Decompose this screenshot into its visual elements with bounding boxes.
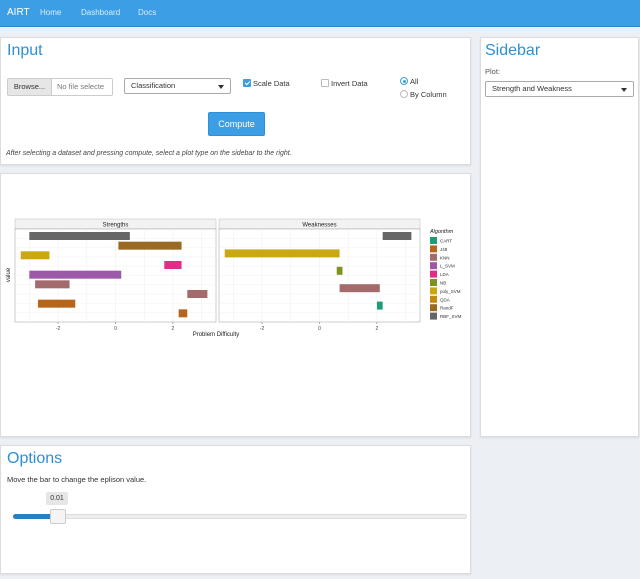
nav-docs[interactable]: Docs: [138, 8, 157, 17]
bar-strengths-lda: [164, 261, 182, 269]
legend-label-qda: QDA: [440, 297, 450, 302]
scale-data-label: Scale Data: [253, 79, 290, 88]
bar-strengths-knn: [35, 280, 70, 289]
legend-label-lda: LDA: [440, 272, 449, 277]
bar-weaknesses-knn: [339, 284, 380, 293]
options-title: Options: [7, 450, 63, 467]
instruction-note: After selecting a dataset and pressing c…: [6, 150, 292, 157]
bar-weaknesses-rbf_svm: [382, 232, 412, 240]
input-title: Input: [7, 42, 43, 59]
options-description: Move the bar to change the eplison value…: [7, 475, 147, 484]
plot-type-select[interactable]: Strength and Weakness: [485, 81, 634, 97]
sidebar-panel: [480, 37, 639, 437]
problem-type-select[interactable]: Classification: [124, 78, 231, 94]
legend-label-j48: J48: [440, 247, 448, 252]
scale-data-checkbox[interactable]: [243, 79, 251, 87]
legend-swatch-randf: [430, 304, 437, 312]
x-tick-label: -2: [56, 326, 61, 332]
legend-swatch-poly_svm: [430, 287, 437, 295]
strength-weakness-chart: Strengths -2 0 2 Weaknesses -2 0 2 Problem Diffi…: [6, 218, 462, 338]
compute-button[interactable]: Compute: [208, 112, 265, 136]
legend-swatch-rbf_svm: [430, 312, 437, 320]
chevron-down-icon: [621, 88, 627, 92]
epsilon-value-bubble: 0.01: [46, 492, 68, 505]
facet-label-strengths: Strengths: [103, 223, 129, 229]
legend-swatch-qda: [430, 295, 437, 303]
bar-strengths-l_svm: [29, 270, 122, 279]
legend-label-rbf_svm: RBF_SVM: [440, 314, 462, 319]
facet-label-weaknesses: Weaknesses: [302, 223, 336, 229]
bar-strengths-j48: [178, 309, 188, 318]
bar-strengths-randf: [118, 241, 182, 250]
chevron-down-icon: [218, 85, 224, 89]
legend-label-poly_svm: poly_SVM: [440, 289, 461, 294]
legend-swatch-nb: [430, 279, 437, 286]
bar-strengths-knn: [187, 290, 208, 298]
x-tick-label: 0: [318, 326, 321, 332]
y-axis-label: value: [6, 267, 12, 282]
invert-data-label: Invert Data: [331, 79, 368, 88]
x-tick-label: -2: [260, 326, 265, 332]
bar-strengths-poly_svm: [20, 251, 50, 260]
x-axis-label: Problem Difficulty: [193, 332, 240, 338]
legend-label-cart: CART: [440, 239, 452, 244]
nav-home[interactable]: Home: [40, 8, 62, 17]
input-panel: [0, 37, 471, 165]
legend-label-nb: NB: [440, 281, 446, 286]
x-tick-label: 0: [114, 326, 117, 332]
epsilon-slider-track[interactable]: [13, 514, 467, 519]
nav-dashboard[interactable]: Dashboard: [81, 8, 121, 17]
legend-swatch-l_svm: [430, 262, 437, 270]
problem-type-value: Classification: [131, 81, 176, 90]
radio-by-column-label: By Column: [410, 90, 447, 99]
radio-all-label: All: [410, 77, 419, 86]
bar-weaknesses-cart: [376, 301, 383, 310]
file-name-field: No file selecte: [57, 82, 105, 91]
legend-title: Algorithm: [429, 229, 454, 235]
plot-type-value: Strength and Weakness: [492, 84, 572, 93]
bar-strengths-rbf_svm: [29, 232, 130, 240]
bar-weaknesses-poly_svm: [224, 249, 340, 258]
bar-strengths-j48: [37, 299, 76, 308]
x-tick-label: 2: [376, 326, 379, 332]
app-brand[interactable]: AIRT: [7, 7, 30, 18]
options-panel: [0, 445, 471, 574]
invert-data-checkbox[interactable]: [321, 79, 329, 87]
epsilon-slider-fill: [13, 514, 57, 519]
plot-label: Plot:: [485, 67, 501, 76]
legend-swatch-lda: [430, 270, 437, 278]
epsilon-slider-handle[interactable]: [50, 509, 66, 524]
radio-by-column[interactable]: [400, 90, 408, 98]
legend-label-l_svm: L_SVM: [440, 264, 455, 269]
navbar: AIRT Home Dashboard Docs: [0, 0, 640, 27]
radio-all[interactable]: [400, 77, 408, 85]
legend-swatch-j48: [430, 245, 437, 253]
legend-swatch-cart: [430, 237, 437, 244]
x-tick-label: 2: [172, 326, 175, 332]
sidebar-title: Sidebar: [485, 42, 541, 59]
legend-label-knn: KNN: [440, 255, 450, 260]
legend-label-randf: RandF: [440, 306, 454, 311]
legend-swatch-knn: [430, 253, 437, 261]
file-input[interactable]: Browse... No file selecte: [7, 78, 113, 96]
bar-weaknesses-nb: [336, 266, 343, 275]
browse-button[interactable]: Browse...: [8, 79, 52, 95]
